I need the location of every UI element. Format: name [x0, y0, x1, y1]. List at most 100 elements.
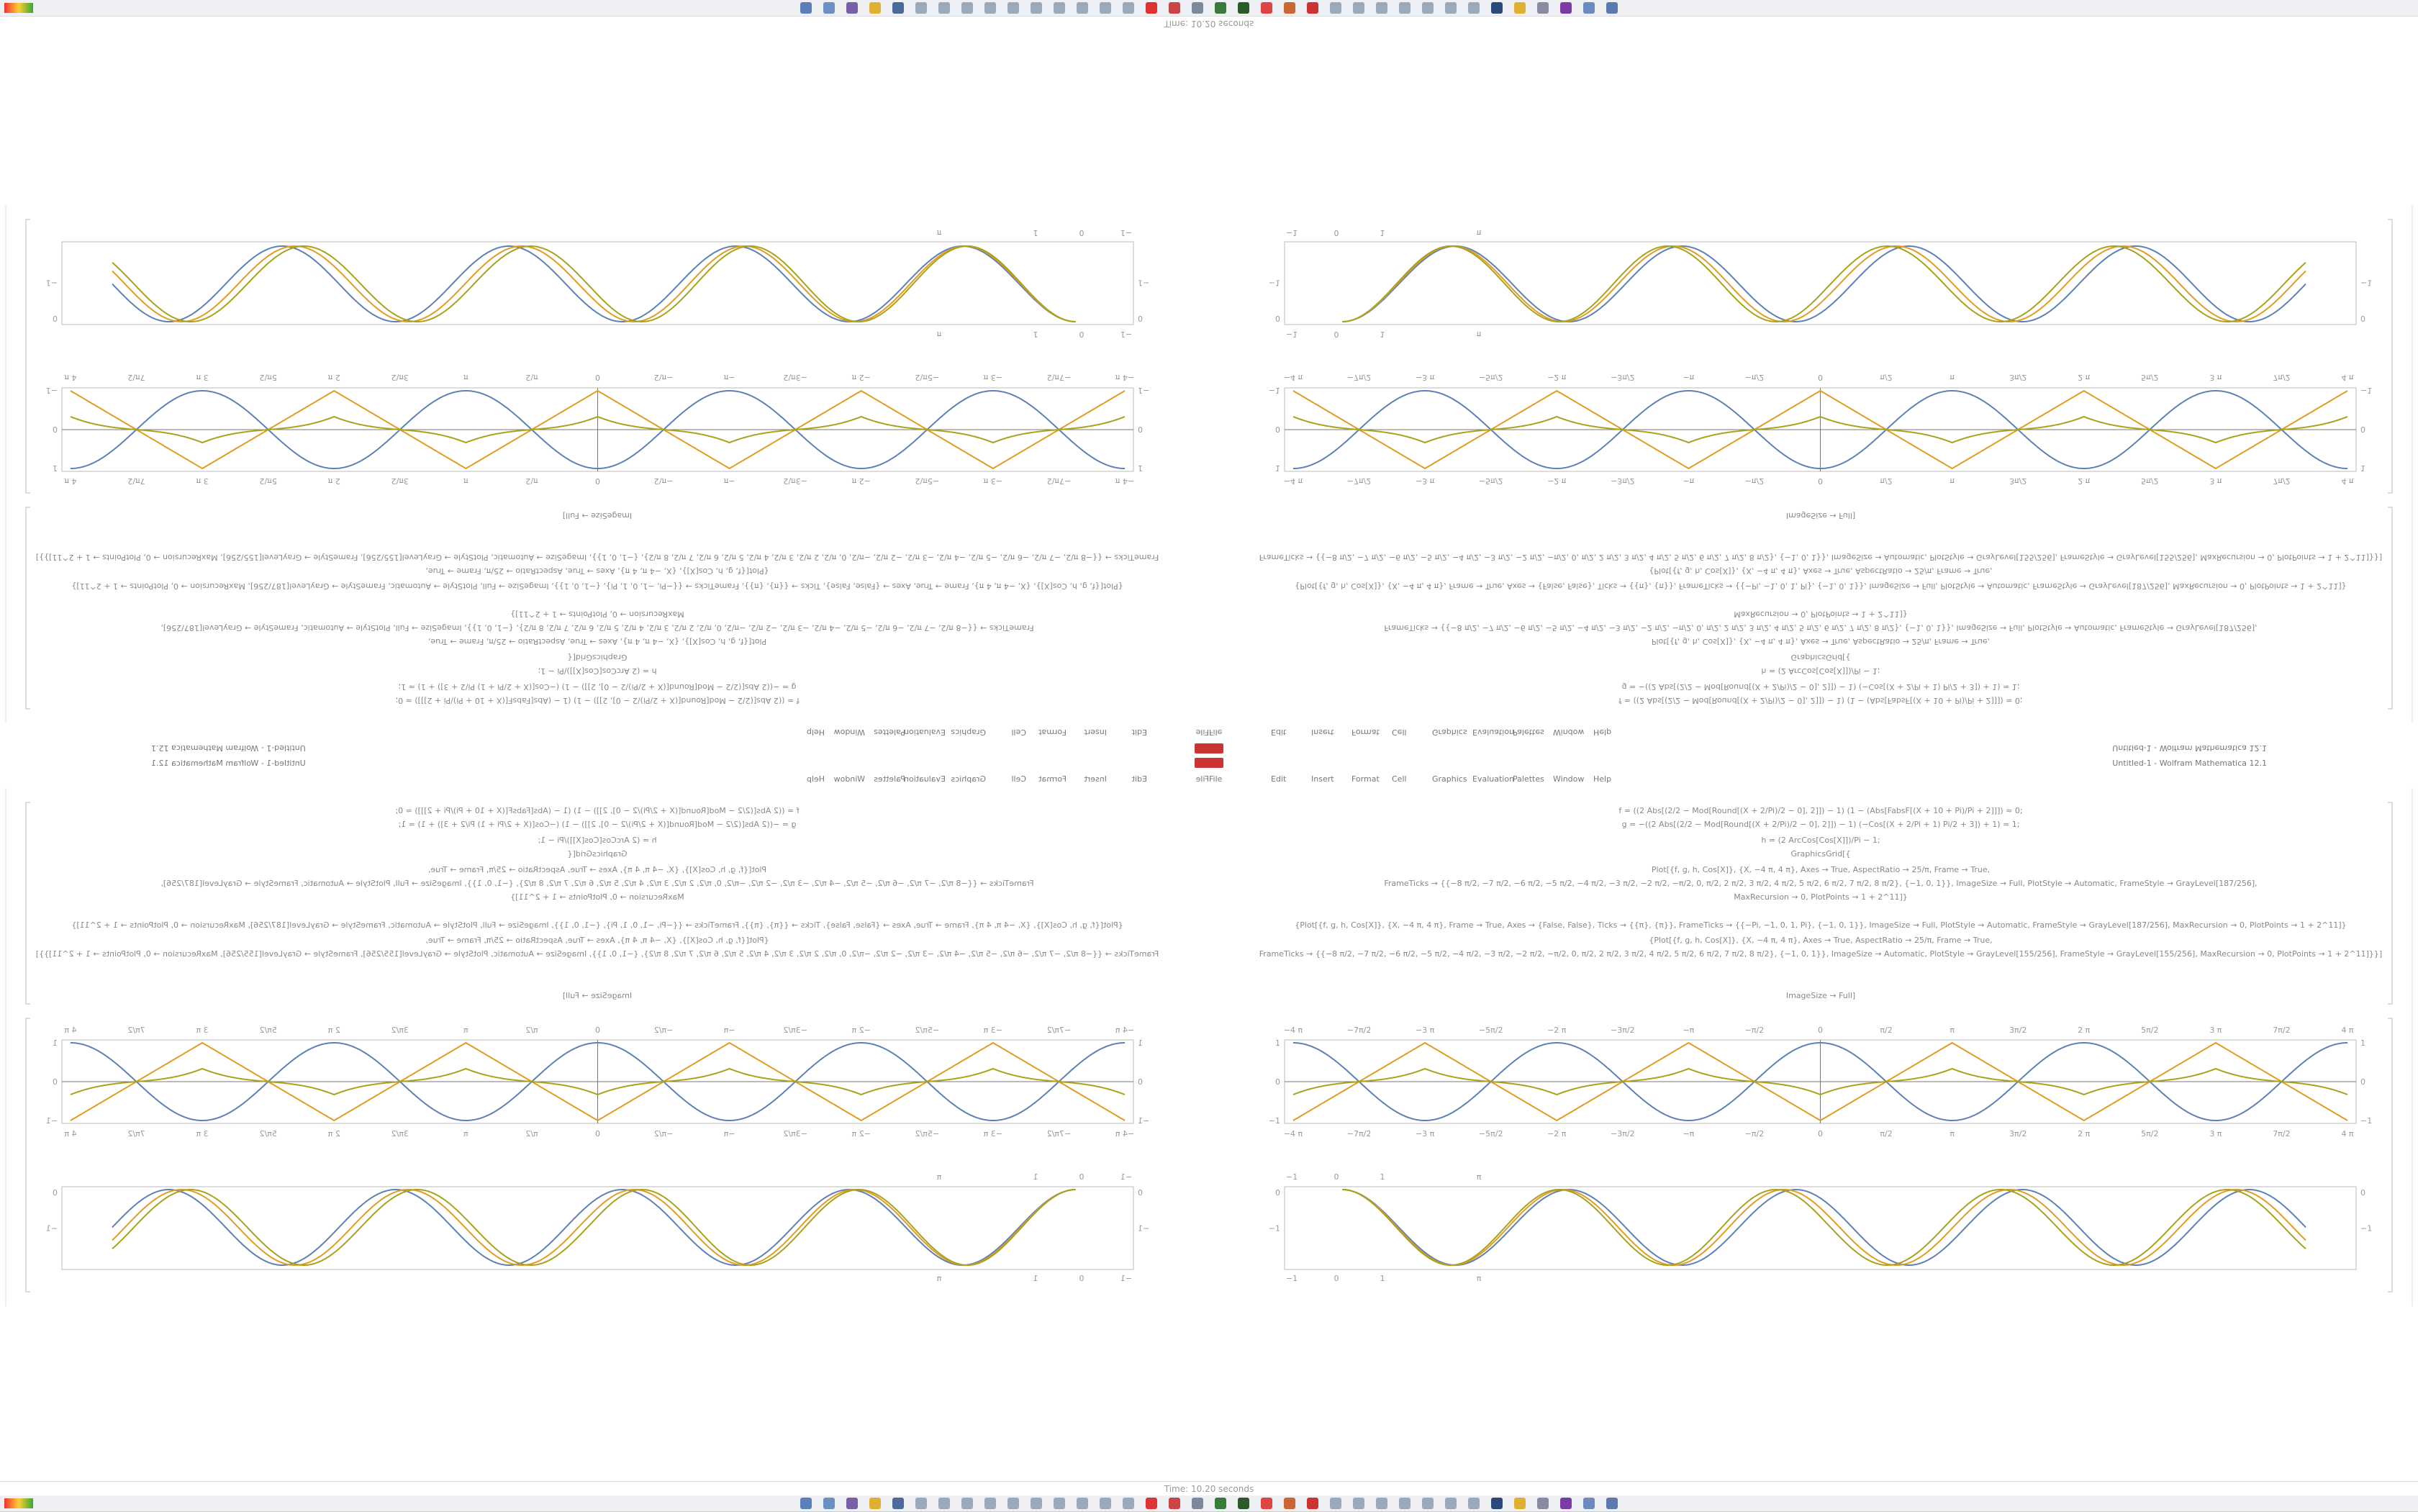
- x-tick-label: −2 π: [1547, 1026, 1567, 1035]
- x-tick-label: π: [1950, 476, 1955, 486]
- menu-item[interactable]: Format: [1038, 728, 1067, 737]
- x-tick-label: 3π/2: [2009, 1026, 2027, 1035]
- code-line: {Plot[{f, g, h, Cos[X]}, {X, −4 π, 4 π},…: [71, 581, 1123, 591]
- x-tick-label: 0: [595, 373, 600, 382]
- code-line: f = ((2 Abs[(2/2 − Mod[Round[(X + 2/Pi)/…: [395, 806, 799, 815]
- x-tick-label: −3π/2: [1611, 373, 1635, 382]
- menu-item[interactable]: File: [1209, 728, 1223, 737]
- close-button: [1208, 758, 1218, 768]
- x-tick-label: 1: [1380, 1274, 1385, 1283]
- x-tick-label: −π/2: [654, 1026, 674, 1035]
- code-line: {Plot[{f, g, h, Cos[X]}, {X, −4 π, 4 π},…: [425, 566, 769, 576]
- taskbar-icon: [1606, 1498, 1618, 1509]
- plot-curve: [112, 245, 1076, 322]
- menu-item[interactable]: Insert: [1084, 774, 1107, 784]
- menu-item[interactable]: Palettes: [874, 728, 905, 737]
- menu-item[interactable]: Insert: [1311, 728, 1334, 737]
- taskbar-icon: [1284, 1498, 1295, 1509]
- taskbar-icon: [984, 1498, 996, 1509]
- y-tick-label: 0: [1138, 1077, 1143, 1087]
- taskbar-icon: [1537, 2, 1549, 14]
- menu-item[interactable]: Palettes: [1513, 728, 1544, 737]
- menu-item[interactable]: Edit: [1271, 774, 1287, 784]
- menu-item[interactable]: Window: [1553, 728, 1585, 737]
- taskbar-icon: [846, 2, 858, 14]
- x-tick-label: −5π/2: [915, 1129, 940, 1138]
- menu-item[interactable]: Cell: [1011, 774, 1026, 784]
- menu-item[interactable]: Help: [1593, 774, 1612, 784]
- menu-item[interactable]: Evaluation: [1472, 728, 1515, 737]
- x-tick-label: 5π/2: [2141, 373, 2158, 382]
- menu-item[interactable]: File: [1209, 774, 1223, 784]
- window-header: Untitled-1 - Wolfram Mathematica 12.1 Fil…: [1200, 723, 2418, 756]
- x-tick-label: −5π/2: [915, 1026, 940, 1035]
- code-line: ImageSize → Full]: [563, 511, 632, 520]
- x-tick-label: 5π/2: [260, 1026, 277, 1035]
- y-tick-label: 0: [53, 1188, 58, 1198]
- menu-item[interactable]: Graphics: [951, 774, 986, 784]
- menu-item[interactable]: Help: [1593, 728, 1612, 737]
- menu-item[interactable]: Window: [833, 774, 865, 784]
- x-tick-label: 1: [1380, 330, 1385, 339]
- menu-item[interactable]: Graphics: [951, 728, 986, 737]
- cell-bracket: [2388, 802, 2393, 1293]
- plot-curve: [1342, 245, 2306, 322]
- menu-item[interactable]: Graphics: [1432, 728, 1467, 737]
- menu-item[interactable]: Format: [1351, 774, 1380, 784]
- menu-item[interactable]: Cell: [1011, 728, 1026, 737]
- x-tick-label: −π: [1683, 1129, 1694, 1138]
- x-tick-label: 5π/2: [260, 476, 277, 486]
- x-tick-label: 1: [1380, 228, 1385, 237]
- x-tick-label: 0: [1079, 330, 1085, 339]
- x-tick-label: −3 π: [1416, 373, 1435, 382]
- plot-curve: [1342, 1189, 2306, 1266]
- menu-item[interactable]: Format: [1351, 728, 1380, 737]
- code-line: Plot[{f, g, h, Cos[X]}, {X, −4 π, 4 π}, …: [1652, 865, 1990, 874]
- menu-item[interactable]: Evaluation: [903, 728, 946, 737]
- menu-item[interactable]: Insert: [1311, 774, 1334, 784]
- menu-item[interactable]: File: [1195, 728, 1209, 737]
- code-line: f = ((2 Abs[(2/2 − Mod[Round[(X + 2/Pi)/…: [1618, 696, 2022, 705]
- x-tick-label: π: [1950, 1129, 1955, 1138]
- y-tick-label: 1: [1138, 1038, 1143, 1048]
- x-tick-label: −4 π: [1284, 373, 1303, 382]
- menu-item[interactable]: Palettes: [874, 774, 905, 784]
- y-tick-label: −1: [2360, 1116, 2372, 1126]
- code-line: FrameTicks → {{−8 π/2, −7 π/2, −6 π/2, −…: [36, 949, 1159, 959]
- menu-item[interactable]: Edit: [1271, 728, 1287, 737]
- menu-item[interactable]: Format: [1038, 774, 1067, 784]
- code-line: g = −((2 Abs[(2/2 − Mod[Round[(X + 2/Pi)…: [399, 820, 797, 829]
- taskbar-icon: [1514, 1498, 1526, 1509]
- y-tick-label: −1: [46, 1224, 58, 1233]
- plot-curve: [70, 389, 1126, 470]
- y-tick-label: −1: [1269, 279, 1280, 288]
- taskbar-icon: [1583, 1498, 1595, 1509]
- x-tick-label: −2 π: [1547, 373, 1567, 382]
- taskbar-icon: [1100, 2, 1111, 14]
- menu-item[interactable]: Cell: [1392, 774, 1407, 784]
- x-tick-label: 2 π: [327, 373, 340, 382]
- menu-item[interactable]: Window: [833, 728, 865, 737]
- x-tick-label: −4 π: [1284, 1129, 1303, 1138]
- menu-item[interactable]: Edit: [1131, 728, 1147, 737]
- menu-item[interactable]: Insert: [1084, 728, 1107, 737]
- x-tick-label: π/2: [1880, 1129, 1892, 1138]
- x-tick-label: −π/2: [654, 373, 674, 382]
- menu-item[interactable]: Help: [806, 728, 825, 737]
- taskbar-icon: [1445, 2, 1457, 14]
- menu-item[interactable]: Window: [1553, 774, 1585, 784]
- plot-curve: [112, 1189, 1076, 1266]
- y-tick-label: −1: [46, 1116, 58, 1126]
- x-tick-label: −3 π: [1416, 1129, 1435, 1138]
- menu-item[interactable]: Palettes: [1513, 774, 1544, 784]
- x-tick-label: 4 π: [2341, 1129, 2353, 1138]
- code-line: h = (2 ArcCos[Cos[X]])/Pi − 1;: [538, 666, 656, 676]
- menu-item[interactable]: File: [1195, 774, 1209, 784]
- menu-item[interactable]: Edit: [1131, 774, 1147, 784]
- x-tick-label: −1: [1286, 1172, 1298, 1182]
- menu-item[interactable]: Graphics: [1432, 774, 1467, 784]
- menu-item[interactable]: Cell: [1392, 728, 1407, 737]
- menu-item[interactable]: Help: [806, 774, 825, 784]
- menu-item[interactable]: Evaluation: [903, 774, 946, 784]
- menu-item[interactable]: Evaluation: [1472, 774, 1515, 784]
